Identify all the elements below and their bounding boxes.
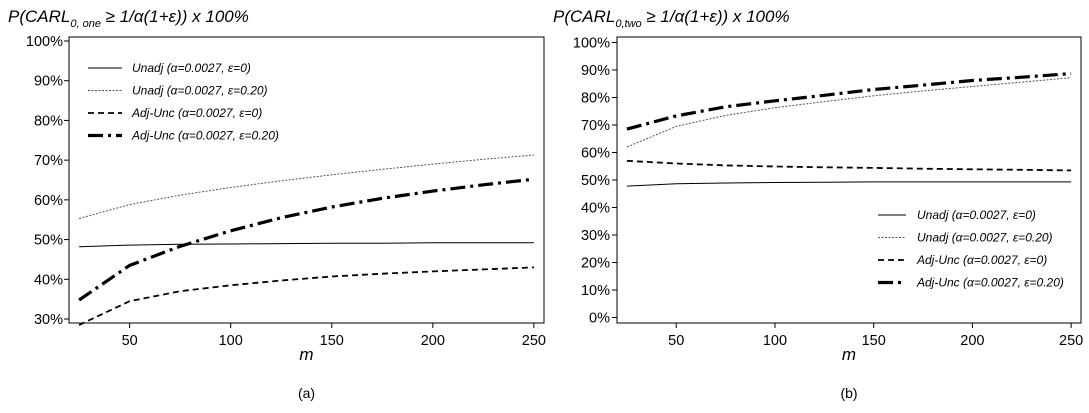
series-line-4	[78, 177, 535, 302]
y-tick-label: 60%	[34, 193, 63, 209]
chart-title: P(CARL0,two ≥ 1/α(1+ε)) x 100%	[553, 7, 790, 30]
panel-caption: (a)	[298, 385, 315, 401]
y-tick-label: 0%	[589, 311, 610, 327]
series-line-2	[78, 154, 534, 219]
chart-title-main: P(CARL	[8, 7, 70, 26]
y-tick-label: 20%	[581, 256, 610, 272]
x-tick-label: 200	[421, 333, 445, 349]
series-line-2	[626, 77, 1072, 148]
x-axis-label: m	[299, 345, 313, 364]
chart-title-main: P(CARL	[553, 7, 615, 26]
y-tick-label: 30%	[581, 228, 610, 244]
y-tick-label: 100%	[26, 34, 63, 50]
panel-caption: (b)	[840, 385, 857, 401]
x-tick-label: 50	[122, 333, 138, 349]
legend-label-4: Adj-Unc (α=0.0027, ε=0.20)	[131, 129, 279, 143]
legend-label-1: Unadj (α=0.0027, ε=0)	[132, 61, 251, 75]
y-tick-label: 40%	[581, 201, 610, 217]
chart-title: P(CARL0, one ≥ 1/α(1+ε)) x 100%	[8, 7, 249, 30]
y-tick-label: 40%	[34, 272, 63, 288]
y-tick-label: 70%	[581, 118, 610, 134]
chart-title-subscript: 0,two	[615, 18, 641, 30]
series-line-1	[79, 242, 534, 248]
panel-b: 0% 10% 20% 30% 40% 50% 60% 70% 80% 90% 100% 50 100 15…	[553, 7, 1083, 401]
x-tick-label: 150	[862, 333, 886, 349]
panel-a: 30% 40% 50% 60% 70% 80% 90% 100% 50 100 150 200 250 m…	[8, 7, 546, 401]
x-tick-label: 200	[960, 333, 984, 349]
y-tick-label: 80%	[581, 91, 610, 107]
x-tick-label: 250	[1059, 333, 1083, 349]
chart-title-subscript: 0, one	[70, 18, 101, 30]
x-axis-label: m	[842, 345, 856, 364]
y-tick-label: 90%	[581, 63, 610, 79]
legend: Unadj (α=0.0027, ε=0) Unadj (α=0.0027, ε=…	[88, 61, 279, 143]
legend-label-2: Unadj (α=0.0027, ε=0.20)	[132, 84, 268, 98]
chart-title-rest: ≥ 1/α(1+ε)) x 100%	[101, 7, 249, 26]
legend-label-3: Adj-Unc (α=0.0027, ε=0)	[131, 106, 262, 120]
plot-frame	[68, 36, 545, 324]
x-tick-label: 150	[320, 333, 344, 349]
chart-title-rest: ≥ 1/α(1+ε)) x 100%	[642, 7, 790, 26]
y-tick-label: 80%	[34, 113, 63, 129]
legend-label-1: Unadj (α=0.0027, ε=0)	[917, 208, 1036, 222]
y-tick-label: 10%	[581, 283, 610, 299]
y-tick-label: 30%	[34, 312, 63, 328]
y-tick-label: 60%	[581, 146, 610, 162]
x-tick-label: 100	[219, 333, 243, 349]
series-line-3	[626, 159, 1072, 172]
series-line-1	[626, 181, 1072, 187]
series-line-3	[78, 266, 534, 326]
legend-label-3: Adj-Unc (α=0.0027, ε=0)	[916, 253, 1047, 267]
legend-label-4: Adj-Unc (α=0.0027, ε=0.20)	[916, 276, 1064, 290]
x-tick-label: 100	[763, 333, 787, 349]
series-line-4	[626, 72, 1072, 131]
x-tick-label: 50	[668, 333, 684, 349]
legend: Unadj (α=0.0027, ε=0) Unadj (α=0.0027, ε=…	[878, 208, 1064, 290]
y-tick-label: 50%	[581, 173, 610, 189]
x-tick-label: 250	[522, 333, 546, 349]
y-tick-label: 70%	[34, 153, 63, 169]
legend-label-2: Unadj (α=0.0027, ε=0.20)	[917, 231, 1053, 245]
y-tick-label: 90%	[34, 74, 63, 90]
y-tick-label: 50%	[34, 233, 63, 249]
y-tick-label: 100%	[573, 36, 610, 52]
